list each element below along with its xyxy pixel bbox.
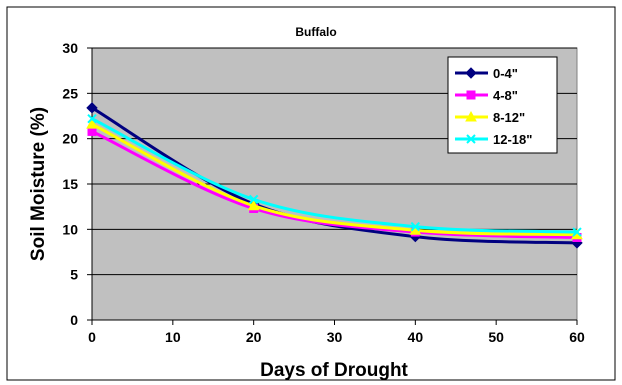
legend-item: 0-4" — [455, 66, 518, 81]
data-point — [247, 199, 260, 211]
y-axis-title: Soil Moisture (%) — [28, 107, 49, 261]
y-tick-label: 15 — [62, 176, 78, 192]
series-line — [91, 130, 578, 239]
chart-title: Buffalo — [295, 25, 336, 39]
data-point — [572, 227, 582, 237]
y-tick-label: 5 — [70, 267, 78, 283]
x-tick-label: 40 — [408, 329, 424, 345]
x-tick-label: 0 — [88, 329, 96, 345]
y-tick-label: 20 — [62, 131, 78, 147]
legend-item: 12-18" — [455, 132, 532, 147]
series-4 — [87, 114, 582, 237]
x-axis-title: Days of Drought — [260, 360, 408, 381]
legend: 0-4" 4-8" 8-12" 12-18" — [447, 56, 558, 154]
y-tick-label: 0 — [70, 312, 78, 328]
legend-items: 0-4" 4-8" 8-12" 12-18" — [455, 66, 532, 147]
x-tick-label: 50 — [488, 329, 504, 345]
legend-marker — [465, 110, 477, 122]
data-point — [86, 102, 98, 114]
series-line — [91, 117, 578, 234]
x-tick-label: 10 — [165, 329, 181, 345]
legend-label: 8-12" — [493, 110, 525, 125]
data-point — [248, 194, 259, 205]
legend-label: 0-4" — [493, 66, 518, 81]
y-tick-label: 30 — [62, 40, 78, 56]
legend-marker — [466, 90, 476, 100]
y-tick-label: 25 — [62, 85, 78, 101]
legend-label: 4-8" — [493, 88, 518, 103]
data-point — [87, 114, 97, 124]
series-group — [86, 102, 583, 249]
tick-labels: 0 5 10 15 20 25 30 0 10 20 30 40 50 60 — [62, 40, 585, 345]
data-point — [410, 221, 421, 232]
x-tick-label: 20 — [246, 329, 262, 345]
series-line — [91, 122, 578, 237]
axes — [87, 47, 578, 325]
legend-label: 12-18" — [493, 132, 532, 147]
legend-item: 8-12" — [455, 110, 525, 125]
legend-marker — [466, 134, 476, 144]
y-tick-label: 10 — [62, 221, 78, 237]
legend-marker — [465, 67, 477, 79]
x-tick-label: 30 — [327, 329, 343, 345]
legend-item: 4-8" — [455, 88, 518, 103]
x-tick-label: 60 — [569, 329, 585, 345]
data-point — [86, 118, 98, 129]
